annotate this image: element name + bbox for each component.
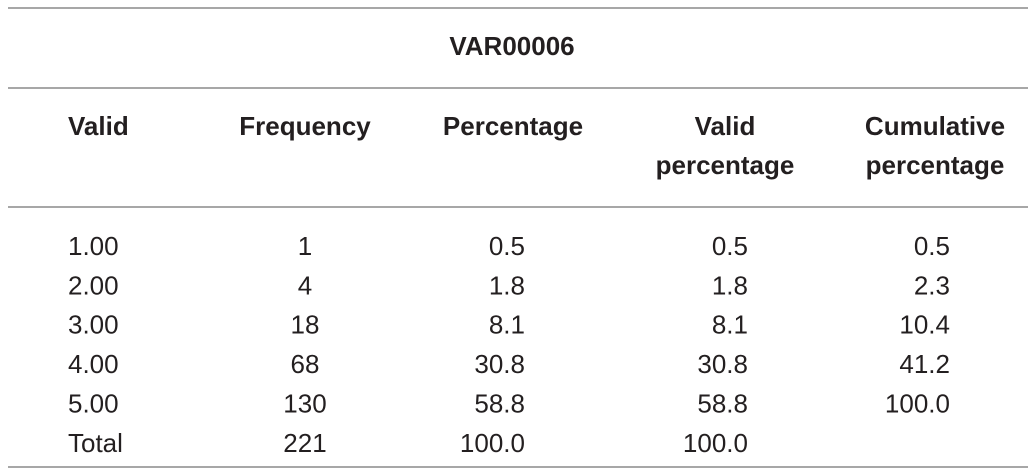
- cell: 0.5: [489, 231, 525, 261]
- row-label: 2.00: [68, 270, 119, 300]
- column-header: percentage: [656, 150, 795, 180]
- column-header: Valid: [695, 111, 756, 141]
- cell: 130: [283, 388, 326, 418]
- column-header: Frequency: [239, 111, 371, 141]
- column-header: Percentage: [443, 111, 583, 141]
- cell: 18: [291, 310, 320, 340]
- cell: 0.5: [712, 231, 748, 261]
- row-label: 5.00: [68, 388, 119, 418]
- cell: 1.8: [489, 270, 525, 300]
- row-label: 3.00: [68, 310, 119, 340]
- cell: 221: [283, 428, 326, 458]
- cell: 30.8: [474, 349, 525, 379]
- row-label: 1.00: [68, 231, 119, 261]
- cell: 10.4: [899, 310, 950, 340]
- cell: 30.8: [697, 349, 748, 379]
- cell: 4: [298, 270, 312, 300]
- column-header: Valid: [68, 111, 129, 141]
- cell: 8.1: [712, 310, 748, 340]
- cell: 100.0: [885, 388, 950, 418]
- table-title: VAR00006: [449, 31, 574, 61]
- cell: 1: [298, 231, 312, 261]
- cell: 100.0: [683, 428, 748, 458]
- cell: 8.1: [489, 310, 525, 340]
- column-header: percentage: [866, 150, 1005, 180]
- cell: 58.8: [474, 388, 525, 418]
- cell: 68: [291, 349, 320, 379]
- cell: 41.2: [899, 349, 950, 379]
- column-header: Cumulative: [865, 111, 1005, 141]
- row-label: 4.00: [68, 349, 119, 379]
- cell: 1.8: [712, 270, 748, 300]
- row-label: Total: [68, 428, 123, 458]
- cell: 2.3: [914, 270, 950, 300]
- cell: 0.5: [914, 231, 950, 261]
- cell: 58.8: [697, 388, 748, 418]
- cell: 100.0: [460, 428, 525, 458]
